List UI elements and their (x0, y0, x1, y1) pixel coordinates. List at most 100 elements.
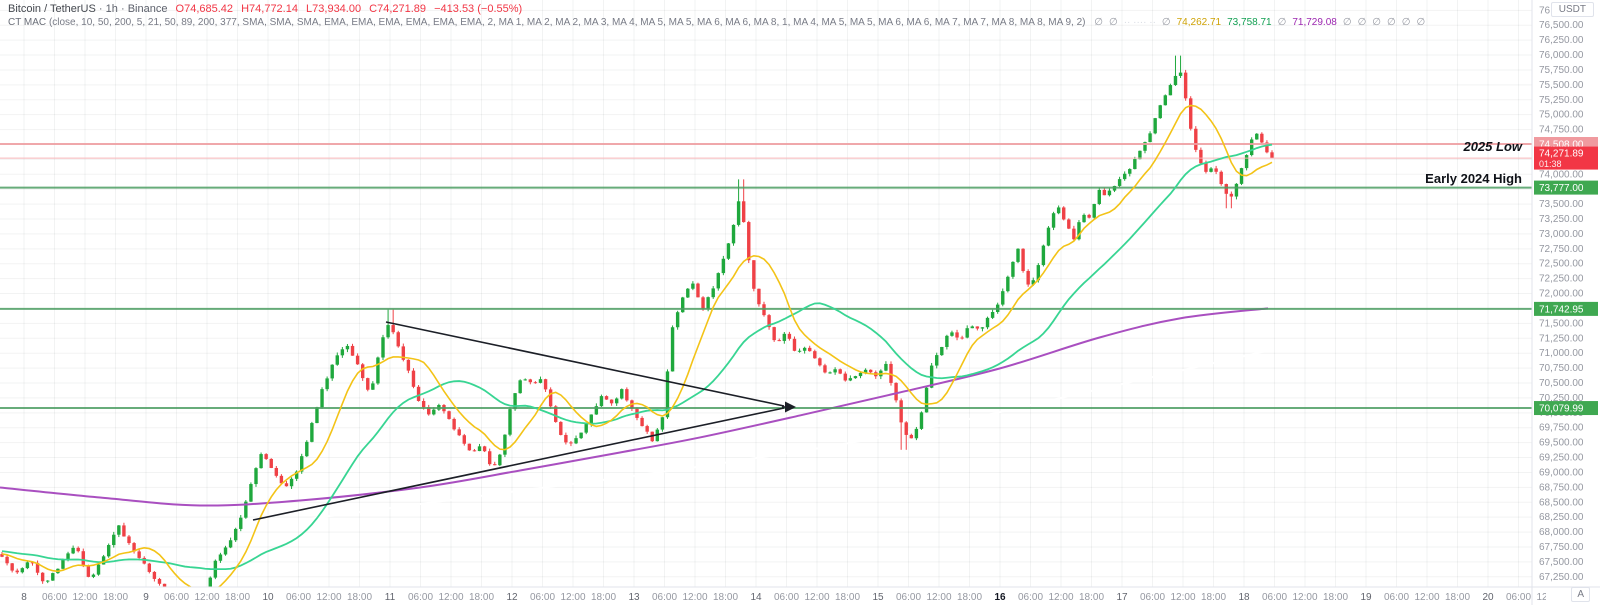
candles[interactable] (0, 55, 1274, 605)
svg-text:12:00: 12:00 (560, 592, 585, 603)
interval-label[interactable]: 1h (105, 3, 118, 15)
svg-text:18:00: 18:00 (1445, 592, 1470, 603)
svg-text:15: 15 (872, 592, 884, 603)
ma-line-green[interactable] (1, 143, 1273, 571)
indicator-value: ∅ (1161, 17, 1171, 28)
svg-text:12: 12 (506, 592, 518, 603)
svg-text:69,000.00: 69,000.00 (1539, 467, 1584, 478)
symbol-name[interactable]: Bitcoin / TetherUS (8, 3, 96, 15)
open-value: 74,685.42 (184, 3, 234, 15)
indicator-value: ∅ (1108, 17, 1118, 28)
svg-text:06:00: 06:00 (530, 592, 555, 603)
svg-text:12:00: 12:00 (1048, 592, 1073, 603)
indicator-value: ∅ (1277, 17, 1287, 28)
svg-text:06:00: 06:00 (1384, 592, 1409, 603)
svg-text:70,079.99: 70,079.99 (1539, 404, 1584, 415)
svg-text:18: 18 (1238, 592, 1250, 603)
high-value: 74,772.14 (249, 3, 298, 15)
time-axis[interactable]: 8 06:00 12:00 18:00 9 06:00 12:00 18:00 10 06:00 1… (21, 592, 1592, 603)
grid (0, 0, 1532, 587)
svg-text:06:00: 06:00 (1018, 592, 1043, 603)
exchange-label[interactable]: Binance (127, 3, 168, 15)
svg-text:12:00: 12:00 (926, 592, 951, 603)
indicator-value: 74,262.71 (1176, 17, 1222, 28)
indicator-params: (close, 10, 50, 200, 5, 21, 50, 89, 200,… (48, 17, 1086, 28)
svg-text:18:00: 18:00 (1323, 592, 1348, 603)
svg-text:06:00: 06:00 (164, 592, 189, 603)
svg-text:74,508.00: 74,508.00 (1539, 140, 1584, 151)
svg-text:70,750.00: 70,750.00 (1539, 363, 1584, 374)
svg-text:18:00: 18:00 (1079, 592, 1104, 603)
svg-text:12:00: 12:00 (1536, 592, 1561, 603)
indicator-value: ·· ···· ·· (1123, 17, 1156, 28)
svg-text:76,500.00: 76,500.00 (1539, 20, 1584, 31)
annotation-early-2024-high[interactable]: Early 2024 High (1425, 171, 1522, 186)
triangle-drawing[interactable] (252, 321, 796, 521)
indicator-value: ∅ (1372, 17, 1381, 28)
svg-text:12:00: 12:00 (438, 592, 463, 603)
svg-text:73,777.00: 73,777.00 (1539, 183, 1584, 194)
svg-text:67,250.00: 67,250.00 (1539, 572, 1584, 583)
indicator-name[interactable]: CT MAC (8, 17, 47, 28)
svg-text:06:00: 06:00 (1506, 592, 1531, 603)
svg-text:18:00: 18:00 (957, 592, 982, 603)
svg-text:67,500.00: 67,500.00 (1539, 557, 1584, 568)
indicator-values: ∅ ∅ ·· ···· ·· ∅ 74,262.71 73,758.71 ∅ 71,729.0… (1088, 17, 1425, 28)
svg-text:68,000.00: 68,000.00 (1539, 527, 1584, 538)
close-letter: C (369, 3, 378, 15)
svg-text:06:00: 06:00 (1262, 592, 1287, 603)
plot-area[interactable] (0, 0, 1532, 605)
svg-text:18:00: 18:00 (591, 592, 616, 603)
svg-text:18:00: 18:00 (103, 592, 128, 603)
svg-text:71,500.00: 71,500.00 (1539, 318, 1584, 329)
svg-text:69,500.00: 69,500.00 (1539, 438, 1584, 449)
svg-text:72,750.00: 72,750.00 (1539, 244, 1584, 255)
currency-toggle-button[interactable]: USDT (1550, 2, 1594, 17)
svg-text:11: 11 (385, 592, 396, 603)
indicator-value: ∅ (1342, 17, 1352, 28)
svg-text:18:00: 18:00 (835, 592, 860, 603)
svg-text:06:00: 06:00 (1140, 592, 1165, 603)
svg-text:12:00: 12:00 (1414, 592, 1439, 603)
annotation-2025-low[interactable]: 2025 Low (1463, 139, 1522, 154)
svg-text:10: 10 (262, 592, 274, 603)
svg-text:69,750.00: 69,750.00 (1539, 423, 1584, 434)
indicator-value: ∅ (1401, 17, 1411, 28)
ma-line-white[interactable] (299, 349, 1271, 522)
svg-text:70,250.00: 70,250.00 (1539, 393, 1584, 404)
svg-text:71,742.95: 71,742.95 (1539, 304, 1584, 315)
svg-text:74,271.89: 74,271.89 (1539, 149, 1584, 160)
auto-scale-button[interactable]: A (1571, 587, 1590, 602)
ma-line-yellow[interactable] (1, 104, 1273, 593)
change-value: −413.53 (−0.55%) (434, 3, 523, 15)
svg-text:69,250.00: 69,250.00 (1539, 453, 1584, 464)
svg-text:70,500.00: 70,500.00 (1539, 378, 1584, 389)
svg-text:76,000.00: 76,000.00 (1539, 50, 1584, 61)
svg-text:75,750.00: 75,750.00 (1539, 65, 1584, 76)
svg-text:72,000.00: 72,000.00 (1539, 289, 1584, 300)
svg-text:06:00: 06:00 (42, 592, 67, 603)
svg-text:18:00: 18:00 (1201, 592, 1226, 603)
svg-text:14: 14 (750, 592, 762, 603)
svg-text:74,000.00: 74,000.00 (1539, 169, 1584, 180)
svg-text:13: 13 (628, 592, 640, 603)
separator: · (98, 3, 103, 15)
svg-text:67,750.00: 67,750.00 (1539, 542, 1584, 553)
svg-text:73,500.00: 73,500.00 (1539, 199, 1584, 210)
low-letter: L (306, 3, 313, 15)
open-letter: O (175, 3, 185, 15)
svg-text:74,750.00: 74,750.00 (1539, 125, 1584, 136)
svg-text:75,500.00: 75,500.00 (1539, 80, 1584, 91)
separator: · (120, 3, 125, 15)
indicator-value: ∅ (1357, 17, 1367, 28)
price-level-lines[interactable] (0, 143, 1532, 410)
ma-line-purple[interactable] (0, 307, 1269, 507)
svg-text:18:00: 18:00 (713, 592, 738, 603)
svg-text:18:00: 18:00 (469, 592, 494, 603)
svg-text:12:00: 12:00 (682, 592, 707, 603)
svg-text:01:38: 01:38 (1539, 159, 1562, 169)
svg-text:68,750.00: 68,750.00 (1539, 482, 1584, 493)
